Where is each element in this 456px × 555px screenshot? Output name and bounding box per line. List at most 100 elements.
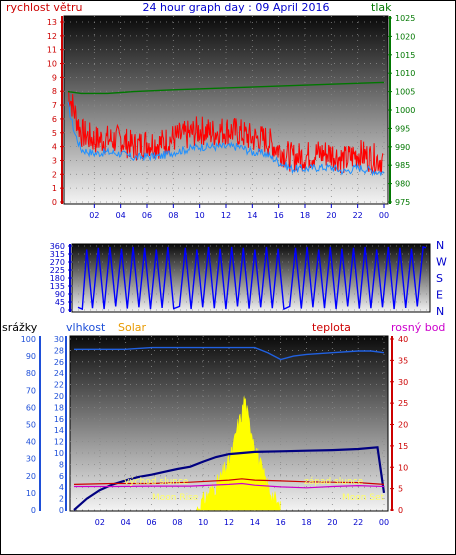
humidity-tick-label: 10	[54, 449, 64, 458]
x-tick-label: 00	[379, 518, 389, 527]
pressure-tick-label: 990	[395, 143, 410, 152]
wind-tick-label: 4	[52, 143, 57, 152]
pressure-tick-label: 985	[395, 161, 410, 170]
wind-tick-label: 1	[52, 184, 57, 193]
rain-tick-label: 10	[26, 489, 36, 498]
wind-tick-label: 8	[52, 87, 57, 96]
humidity-tick-label: 20	[54, 392, 64, 401]
chart-title: 24 hour graph day : 09 April 2016	[143, 1, 330, 14]
temperature-legend: teplota	[312, 321, 351, 334]
pressure-tick-label: 1000	[395, 106, 415, 115]
x-tick-label: 04	[116, 211, 126, 220]
direction-tick-label: 180	[50, 274, 65, 283]
humidity-tick-label: 12	[54, 438, 64, 447]
x-tick-label: 12	[224, 518, 234, 527]
moonset-label: Moon Set	[342, 493, 385, 503]
temp-tick-label: 40	[398, 335, 408, 344]
humidity-tick-label: 26	[54, 358, 64, 367]
pressure-tick-label: 1025	[395, 14, 415, 23]
compass-label: E	[436, 289, 443, 302]
wind-tick-label: 12	[47, 32, 57, 41]
x-tick-label: 04	[121, 518, 131, 527]
humidity-legend: vlhkost	[66, 321, 106, 334]
rain-legend: srážky	[2, 321, 38, 334]
temp-tick-label: 5	[398, 485, 403, 494]
x-tick-label: 20	[327, 518, 337, 527]
rain-tick-label: 20	[26, 472, 36, 481]
x-tick-label: 08	[168, 211, 178, 220]
direction-tick-label: 270	[50, 258, 65, 267]
rain-tick-label: 100	[21, 335, 36, 344]
humidity-tick-label: 24	[54, 369, 64, 378]
wind-tick-label: 5	[52, 129, 57, 138]
x-tick-label: 08	[172, 518, 182, 527]
x-tick-label: 18	[300, 211, 310, 220]
x-tick-label: 16	[274, 211, 284, 220]
x-tick-label: 10	[195, 211, 205, 220]
x-tick-label: 00	[379, 211, 389, 220]
rain-tick-label: 0	[31, 506, 36, 515]
rain-tick-label: 90	[26, 352, 36, 361]
humidity-tick-label: 28	[54, 346, 64, 355]
wind-tick-label: 10	[47, 60, 57, 69]
panel-wind-pressure	[63, 15, 389, 205]
temp-tick-label: 25	[398, 399, 408, 408]
humidity-tick-label: 22	[54, 381, 64, 390]
sunrise-label: východ slunce	[124, 477, 189, 487]
humidity-tick-label: 2	[59, 495, 64, 504]
rain-tick-label: 60	[26, 403, 36, 412]
direction-tick-label: 90	[55, 290, 65, 299]
wind-tick-label: 7	[52, 101, 57, 110]
dewpoint-line	[74, 482, 385, 489]
x-tick-label: 14	[250, 518, 260, 527]
pressure-axis-label: tlak	[371, 1, 392, 14]
humidity-tick-label: 8	[59, 460, 64, 469]
x-tick-label: 02	[89, 211, 99, 220]
humidity-tick-label: 6	[59, 472, 64, 481]
temp-tick-label: 15	[398, 442, 408, 451]
solar-legend: Solar	[118, 321, 147, 334]
rain-tick-label: 40	[26, 438, 36, 447]
x-tick-label: 16	[276, 518, 286, 527]
compass-label: S	[436, 272, 443, 285]
pressure-tick-label: 1010	[395, 69, 415, 78]
direction-tick-label: 0	[60, 306, 65, 315]
x-tick-label: 22	[353, 211, 363, 220]
humidity-tick-label: 14	[54, 426, 64, 435]
wind-speed-line	[68, 91, 384, 175]
direction-tick-label: 135	[50, 282, 65, 291]
compass-label: N	[436, 305, 444, 318]
wind-tick-label: 9	[52, 73, 57, 82]
direction-tick-label: 225	[50, 266, 65, 275]
wind-tick-label: 3	[52, 156, 57, 165]
x-tick-label: 02	[95, 518, 105, 527]
wind-tick-label: 13	[47, 18, 57, 27]
rain-tick-label: 50	[26, 421, 36, 430]
temp-tick-label: 0	[398, 506, 403, 515]
humidity-tick-label: 0	[59, 506, 64, 515]
dewpoint-legend: rosný bod	[391, 321, 445, 334]
wind-tick-label: 0	[52, 198, 57, 207]
pressure-tick-label: 1020	[395, 32, 415, 41]
humidity-tick-label: 4	[59, 483, 64, 492]
pressure-tick-label: 1015	[395, 51, 415, 60]
humidity-tick-label: 18	[54, 403, 64, 412]
sunset-label: západ slunce	[304, 477, 364, 487]
temp-tick-label: 10	[398, 463, 408, 472]
x-tick-label: 12	[221, 211, 231, 220]
pressure-line	[67, 81, 385, 95]
temp-tick-label: 20	[398, 421, 408, 430]
wind-tick-label: 6	[52, 115, 57, 124]
pressure-tick-label: 995	[395, 124, 410, 133]
temp-tick-label: 30	[398, 378, 408, 387]
x-tick-label: 22	[353, 518, 363, 527]
compass-label: W	[436, 256, 447, 269]
x-tick-label: 18	[301, 518, 311, 527]
x-tick-label: 06	[146, 518, 156, 527]
temperature-line	[73, 478, 385, 485]
wind-tick-label: 2	[52, 170, 57, 179]
rain-tick-label: 70	[26, 386, 36, 395]
direction-tick-label: 315	[50, 250, 65, 259]
compass-label: N	[436, 239, 444, 252]
